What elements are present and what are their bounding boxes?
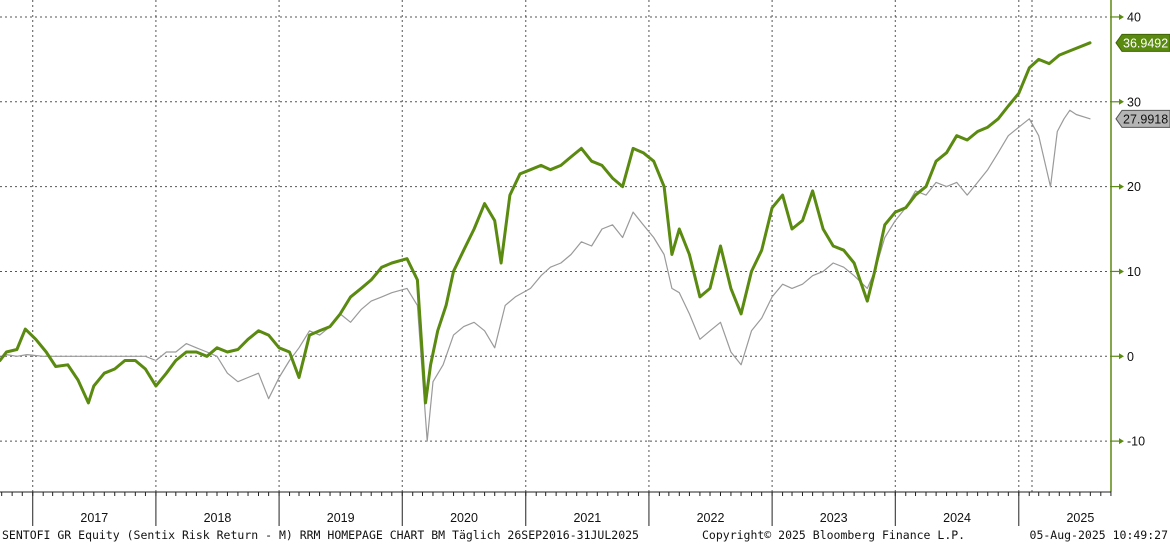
y-tick-label: 0	[1127, 350, 1134, 364]
x-tick-label-2021: 2021	[573, 511, 601, 525]
axes: -10 0 10 20 30 40 2017 2018 2019 2020 2021 2022 2023…	[0, 0, 1145, 526]
x-tick-label-2022: 2022	[697, 511, 725, 525]
y-tick-arrow	[1119, 353, 1124, 360]
series-lines	[0, 41, 1092, 442]
x-tick-label-2025: 2025	[1066, 511, 1094, 525]
line-chart: -10 0 10 20 30 40 2017 2018 2019 2020 2021 2022 2023…	[0, 0, 1170, 526]
last-value-tag-shape	[1115, 109, 1170, 128]
x-tick-label-2024: 2024	[943, 511, 971, 525]
series-line-green	[0, 41, 1092, 405]
footer-copyright: Copyright© 2025 Bloomberg Finance L.P.	[702, 528, 966, 542]
y-tick-label: 30	[1127, 95, 1141, 109]
y-tick-arrow	[1119, 13, 1124, 20]
y-tick-label: 20	[1127, 180, 1141, 194]
last-value-tag-text: 36.9492	[1123, 36, 1168, 50]
last-value-tag-shape	[1115, 33, 1170, 52]
y-tick-arrow	[1119, 98, 1124, 105]
x-tick-label-2017: 2017	[80, 511, 108, 525]
y-tick-arrow	[1119, 268, 1124, 275]
y-tick-label: 40	[1127, 10, 1141, 24]
y-tick-label: -10	[1127, 435, 1145, 449]
footer-source-text: SENTOFI GR Equity (Sentix Risk Return - …	[2, 528, 639, 542]
footer-timestamp: 05-Aug-2025 10:49:27	[1029, 528, 1168, 542]
series-line-grey	[0, 109, 1091, 442]
x-tick-label-2019: 2019	[327, 511, 355, 525]
y-tick-arrow	[1119, 183, 1124, 190]
y-tick-label: 10	[1127, 265, 1141, 279]
value-labels: 36.9492 27.9918	[1115, 33, 1170, 128]
last-value-tag-grey: 27.9918	[1115, 109, 1170, 128]
chart-footer: SENTOFI GR Equity (Sentix Risk Return - …	[0, 526, 1170, 544]
x-tick-label-2020: 2020	[450, 511, 478, 525]
last-value-tag-text: 27.9918	[1123, 112, 1168, 126]
grid-lines	[0, 0, 1111, 492]
x-tick-label-2018: 2018	[204, 511, 232, 525]
x-tick-label-2023: 2023	[820, 511, 848, 525]
y-tick-arrow	[1119, 438, 1124, 445]
last-value-tag-green: 36.9492	[1115, 33, 1170, 52]
